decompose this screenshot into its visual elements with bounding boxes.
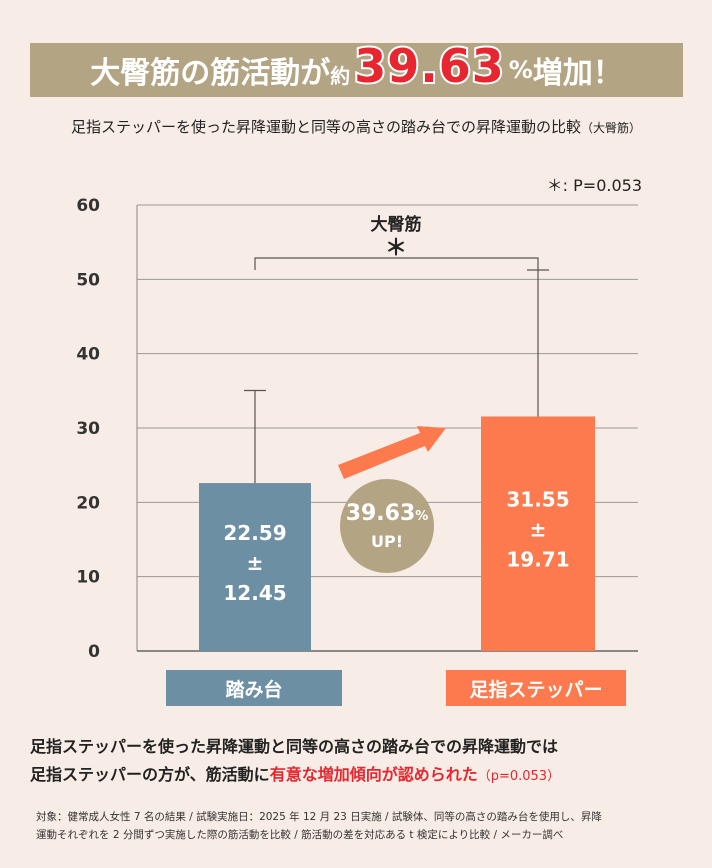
- header-percent-sign: %: [508, 56, 533, 84]
- y-tick-label: 30: [76, 419, 100, 439]
- conclusion-pvalue: （p=0.053）: [477, 769, 561, 784]
- bracket-line: [254, 257, 539, 270]
- bar-value-labels: 22.59 ±12.45 31.55 ±19.71: [223, 488, 569, 605]
- conclusion-line2: 足指ステッパーの方が、筋活動に有意な増加傾向が認められた（p=0.053）: [30, 761, 690, 791]
- badge-unit: %: [415, 509, 429, 524]
- y-tick-label: 40: [76, 345, 100, 365]
- conclusion: 足指ステッパーを使った昇降運動と同等の高さの踏み台での昇降運動では 足指ステッパ…: [30, 733, 690, 791]
- increase-badge: 39.63% UP!: [340, 479, 434, 573]
- header-banner: 大臀筋の筋活動が 約 39.63 % 増加！: [30, 37, 683, 97]
- footnote-line2: 運動それぞれを 2 分間ずつ実施した際の筋活動を比較 / 筋活動の差を対応ある …: [36, 829, 564, 841]
- header-part3: 増加！: [532, 56, 623, 91]
- category-label-1: 踏み台: [166, 670, 342, 706]
- header-percent: 39.63: [352, 37, 506, 95]
- increase-arrow: [338, 426, 446, 479]
- badge-number: 39.63: [345, 501, 416, 526]
- bar-value-label: ±: [247, 551, 264, 575]
- arrow-shape: [338, 426, 446, 479]
- header-text: 大臀筋の筋活動が 約 39.63 % 増加！: [30, 37, 683, 97]
- bars: [199, 416, 595, 651]
- subtitle-text: 足指ステッパーを使った昇降運動と同等の高さの踏み台での昇降運動の比較: [70, 118, 581, 136]
- bar: [481, 416, 595, 651]
- conclusion-line2-a: 足指ステッパーの方が、筋活動に: [30, 765, 270, 784]
- conclusion-line1: 足指ステッパーを使った昇降運動と同等の高さの踏み台での昇降運動では: [30, 737, 559, 756]
- header-part1: 大臀筋の筋活動が: [90, 56, 331, 91]
- chart-subtitle: 足指ステッパーを使った昇降運動と同等の高さの踏み台での昇降運動の比較（大臀筋）: [0, 116, 712, 137]
- significance-note: ＊: P=0.053: [546, 176, 642, 195]
- y-tick-label: 20: [76, 493, 100, 513]
- significance-bracket: 大臀筋 ＊: [254, 214, 539, 270]
- footnote-line1: 対象：健常成人女性 7 名の結果 / 試験実施日：2025 年 12 月 23 …: [36, 811, 602, 823]
- y-tick-label: 10: [76, 568, 100, 588]
- footnote: 対象：健常成人女性 7 名の結果 / 試験実施日：2025 年 12 月 23 …: [36, 808, 686, 844]
- bar-value-label: 12.45: [223, 581, 286, 605]
- bar-value-label: ±: [530, 518, 547, 542]
- header-part2: 約: [330, 63, 351, 88]
- category-label-2: 足指ステッパー: [446, 670, 626, 706]
- bar-value-label: 22.59: [223, 521, 286, 545]
- conclusion-highlight: 有意な増加傾向が認められた: [269, 765, 478, 784]
- bracket-marker: ＊: [385, 236, 407, 261]
- y-axis-ticks: 0 10 20 30 40 50 60: [76, 196, 100, 662]
- badge-up: UP!: [370, 532, 403, 551]
- badge-value: 39.63%: [340, 501, 434, 526]
- bar: [199, 483, 311, 651]
- bar-value-label: 19.71: [506, 548, 569, 572]
- y-tick-label: 60: [76, 196, 100, 216]
- bar-value-label: 31.55: [506, 488, 569, 512]
- bracket-title: 大臀筋: [371, 214, 422, 235]
- y-tick-label: 50: [76, 270, 100, 290]
- y-tick-label: 0: [88, 642, 100, 662]
- bar-chart: 0 10 20 30 40 50 60 22.59 ±12.45 31.55 ±19.71 大臀筋…: [76, 196, 638, 662]
- subtitle-paren: （大臀筋）: [581, 121, 642, 135]
